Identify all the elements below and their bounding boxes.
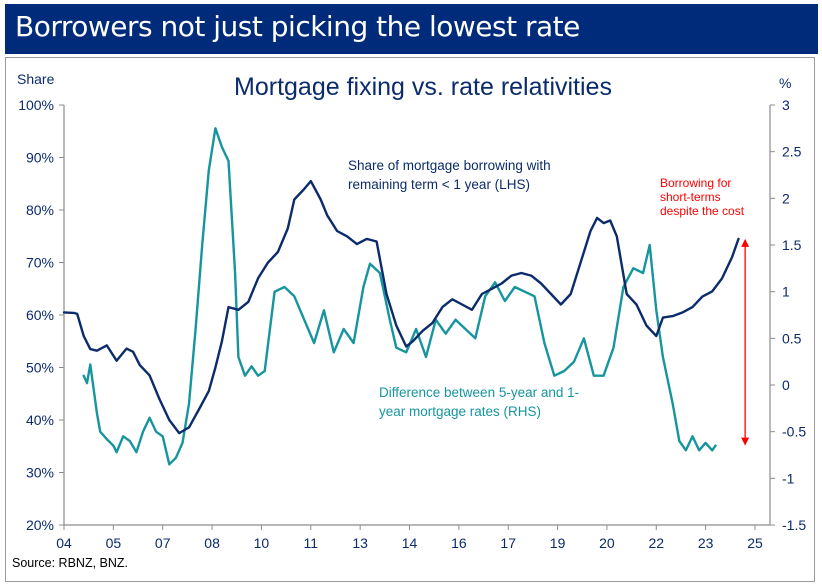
y-left-tick-label: 30%	[26, 465, 54, 481]
y-left-tick-label: 60%	[26, 307, 54, 323]
lhs-series-label-line1: Share of mortgage borrowing with	[348, 158, 551, 173]
annotation-line1: Borrowing for	[660, 176, 731, 190]
y-left-tick-label: 50%	[26, 360, 54, 376]
x-tick-label: 22	[648, 535, 664, 551]
y-right-axis-label: %	[779, 75, 791, 91]
rhs-series-label-line1: Difference between 5-year and 1-	[379, 385, 579, 400]
x-tick-label: 04	[56, 535, 72, 551]
annotation-arrow-head-up	[741, 238, 750, 247]
y-left-tick-label: 80%	[26, 202, 54, 218]
lhs-series-label-line2: remaining term < 1 year (LHS)	[348, 177, 530, 192]
y-left-axis-label: Share	[17, 71, 55, 87]
x-tick-label: 13	[352, 535, 368, 551]
y-right-tick-label: -0.5	[782, 424, 806, 440]
source-note: Source: RBNZ, BNZ.	[12, 556, 128, 570]
y-right-tick-label: 2	[782, 190, 790, 206]
chart-frame	[5, 57, 815, 582]
y-left-tick-label: 90%	[26, 150, 54, 166]
annotation-arrow-head-down	[741, 437, 750, 446]
title-banner: Borrowers not just picking the lowest ra…	[5, 4, 818, 54]
x-tick-label: 20	[599, 535, 615, 551]
y-right-tick-label: -1	[782, 470, 795, 486]
x-tick-label: 11	[304, 535, 319, 551]
y-left-tick-label: 20%	[26, 517, 54, 533]
y-left-tick-label: 70%	[26, 255, 54, 271]
annotation-line2: short-terms	[660, 190, 721, 204]
y-right-tick-label: -1.5	[782, 517, 806, 533]
y-right-tick-label: 3	[782, 97, 790, 113]
chart-title: Mortgage fixing vs. rate relativities	[234, 73, 612, 101]
x-tick-label: 08	[204, 535, 220, 551]
x-tick-label: 05	[106, 535, 122, 551]
page-title: Borrowers not just picking the lowest ra…	[15, 10, 580, 43]
y-left-tick-label: 100%	[18, 97, 54, 113]
annotation-line3: despite the cost	[660, 204, 745, 218]
x-tick-label: 10	[254, 535, 270, 551]
x-tick-label: 25	[747, 535, 763, 551]
x-tick-label: 23	[698, 535, 714, 551]
lhs-series-line	[62, 179, 740, 435]
x-tick-label: 19	[550, 535, 566, 551]
rhs-series-label-line2: year mortgage rates (RHS)	[379, 404, 541, 419]
y-right-tick-label: 0	[782, 377, 790, 393]
x-tick-label: 14	[402, 535, 418, 551]
rhs-series-line	[82, 127, 717, 466]
y-left-tick-label: 40%	[26, 412, 54, 428]
y-right-tick-label: 1	[782, 284, 790, 300]
y-right-tick-label: 1.5	[782, 237, 802, 253]
x-tick-label: 07	[155, 535, 171, 551]
x-tick-label: 16	[451, 535, 467, 551]
y-right-tick-label: 2.5	[782, 144, 802, 160]
x-tick-label: 17	[500, 535, 516, 551]
y-right-tick-label: 0.5	[782, 330, 802, 346]
